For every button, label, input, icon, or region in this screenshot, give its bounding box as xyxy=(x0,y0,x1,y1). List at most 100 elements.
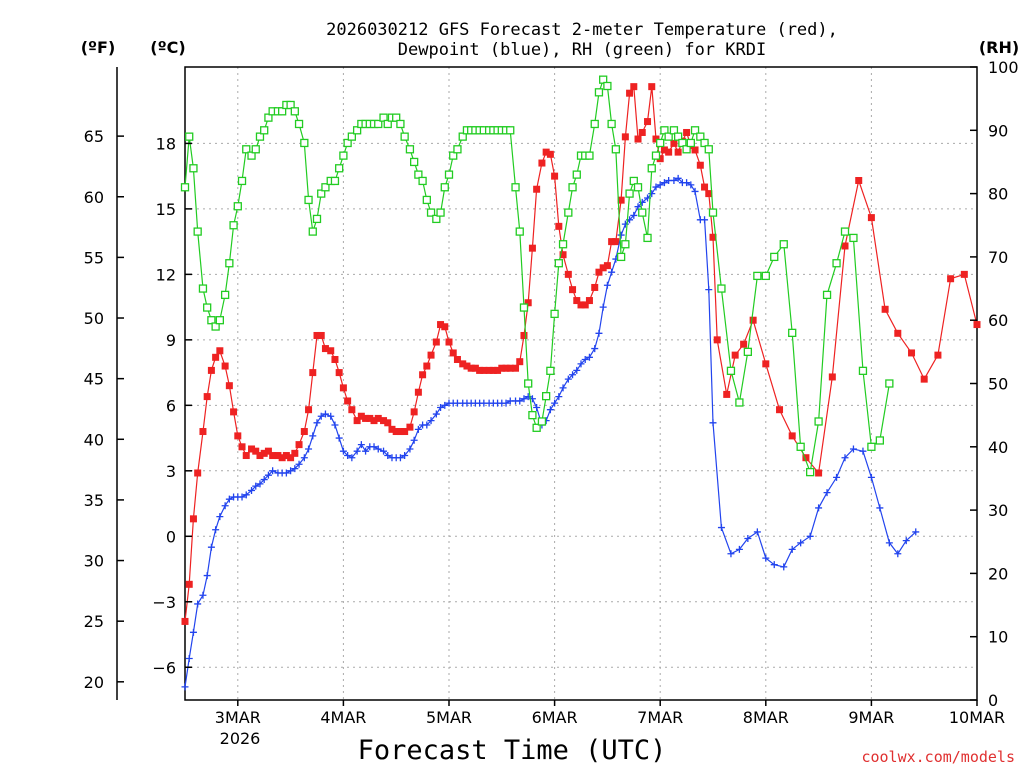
dewpoint-marker xyxy=(181,683,189,691)
temperature-marker xyxy=(189,515,197,523)
dewpoint-marker xyxy=(894,550,902,558)
rh-marker xyxy=(607,119,616,129)
rh-marker xyxy=(611,145,620,154)
rh-series xyxy=(180,75,894,477)
x-tick-label: 6MAR xyxy=(532,708,578,727)
dewpoint-marker xyxy=(591,345,599,353)
temperature-marker xyxy=(384,419,392,427)
celsius-tick-label: −6 xyxy=(152,658,176,677)
rh-marker xyxy=(308,227,317,236)
dewpoint-marker xyxy=(573,366,581,374)
rh-marker xyxy=(436,208,445,217)
dewpoint-marker xyxy=(291,465,299,473)
dewpoint-marker xyxy=(797,539,805,547)
temperature-marker xyxy=(648,83,656,91)
temperature-marker xyxy=(683,128,691,136)
fahrenheit-tick-label: 65 xyxy=(84,127,104,146)
dewpoint-marker xyxy=(339,447,347,455)
temperature-marker xyxy=(480,366,488,374)
x-tick-label: 3MAR xyxy=(215,708,261,727)
temperature-marker xyxy=(238,443,246,451)
temperature-marker xyxy=(300,428,308,436)
temperature-marker xyxy=(242,452,250,460)
dewpoint-marker xyxy=(585,353,593,361)
rh-marker xyxy=(396,119,405,129)
rh-marker xyxy=(347,132,356,141)
dewpoint-marker xyxy=(876,504,884,512)
dewpoint-marker xyxy=(595,329,603,337)
dewpoint-marker xyxy=(295,460,303,468)
temperature-marker xyxy=(423,362,431,370)
temperature-marker xyxy=(617,196,625,204)
temperature-marker xyxy=(427,351,435,359)
rh-marker xyxy=(180,183,190,192)
rh-marker xyxy=(822,290,832,300)
temperature-marker xyxy=(449,349,457,357)
temperature-marker xyxy=(644,118,652,126)
dewpoint-marker xyxy=(380,447,388,455)
rh-marker xyxy=(638,208,647,217)
temperature-marker xyxy=(335,369,343,377)
temperature-marker xyxy=(674,148,682,156)
rh-marker xyxy=(656,138,665,148)
rh-marker xyxy=(572,170,581,179)
temperature-marker xyxy=(348,406,356,414)
rh-marker xyxy=(286,100,295,110)
temperature-marker xyxy=(555,222,563,230)
dewpoint-marker xyxy=(199,591,207,599)
dewpoint-marker xyxy=(203,572,211,580)
dewpoint-marker xyxy=(374,445,382,453)
rh-marker xyxy=(669,126,679,135)
dewpoint-marker xyxy=(327,412,335,420)
temperature-marker xyxy=(494,366,502,374)
rh-unit-label: (RH) xyxy=(979,38,1019,57)
dewpoint-marker xyxy=(691,187,699,195)
dewpoint-marker xyxy=(806,532,814,540)
dewpoint-marker xyxy=(335,434,343,442)
rh-marker xyxy=(290,107,299,116)
dewpoint-marker xyxy=(735,545,743,553)
x-tick-label: 5MAR xyxy=(426,708,472,727)
rh-marker xyxy=(761,271,770,281)
dewpoint-marker xyxy=(414,425,422,433)
temperature-marker xyxy=(630,83,638,91)
dewpoint-marker xyxy=(533,404,541,412)
temperature-marker xyxy=(264,447,272,455)
rh-tick-label: 50 xyxy=(988,375,1008,394)
rh-marker xyxy=(832,259,841,268)
rh-marker xyxy=(788,328,797,338)
temperature-marker xyxy=(881,305,889,313)
dewpoint-marker xyxy=(670,177,678,185)
temperature-marker xyxy=(295,441,303,449)
year-label: 2026 xyxy=(220,729,261,748)
dewpoint-marker xyxy=(608,268,616,276)
temperature-marker xyxy=(396,428,404,436)
dewpoint-marker xyxy=(577,360,585,368)
dewpoint-marker xyxy=(520,395,528,403)
temperature-marker xyxy=(731,351,739,359)
rh-marker xyxy=(410,157,419,167)
fahrenheit-unit-label: (ºF) xyxy=(81,38,116,57)
rh-marker xyxy=(225,259,234,268)
temperature-marker xyxy=(573,297,581,305)
rh-tick-label: 10 xyxy=(988,628,1008,647)
rh-marker xyxy=(682,145,691,154)
temperature-marker xyxy=(410,408,418,416)
temperature-marker xyxy=(260,449,268,457)
temperature-marker xyxy=(802,454,810,462)
temperature-marker xyxy=(309,369,317,377)
dewpoint-marker xyxy=(683,179,691,187)
dewpoint-marker xyxy=(437,404,445,412)
dewpoint-marker xyxy=(841,454,849,462)
celsius-tick-label: 9 xyxy=(166,331,176,350)
rh-marker xyxy=(664,132,673,141)
dewpoint-marker xyxy=(546,406,554,414)
dewpoint-marker xyxy=(423,421,431,429)
temperature-marker xyxy=(445,338,453,346)
dewpoint-marker xyxy=(656,181,664,189)
temperature-marker xyxy=(546,150,554,158)
rh-marker xyxy=(515,227,524,236)
rh-marker xyxy=(300,138,309,148)
temperature-marker xyxy=(453,355,461,363)
temperature-marker xyxy=(670,139,678,147)
